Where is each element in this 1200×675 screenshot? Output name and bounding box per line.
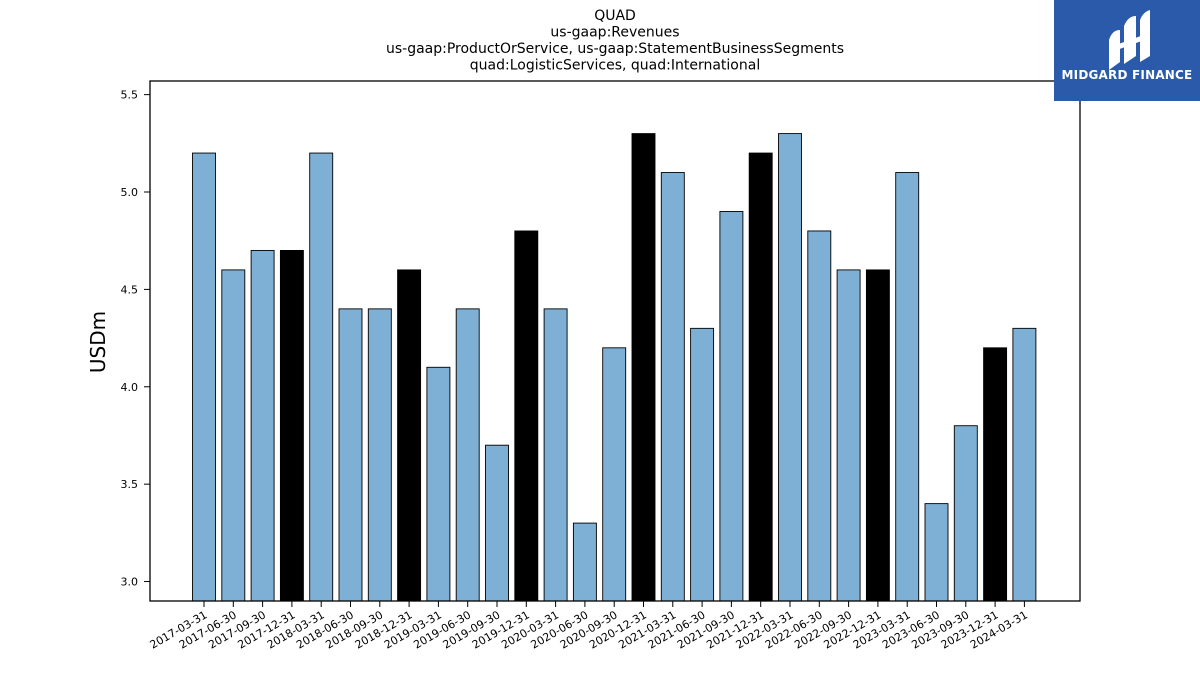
bar [836, 269, 861, 602]
bar [895, 172, 920, 602]
bar [192, 152, 216, 602]
bar [279, 249, 304, 602]
y-tick-label: 4.0 [121, 381, 139, 394]
bar [719, 211, 744, 602]
bar [426, 366, 451, 602]
bar [865, 269, 890, 602]
bar [367, 308, 392, 602]
y-tick-label: 5.5 [121, 89, 139, 102]
brand-logo: MIDGARD FINANCE [1054, 0, 1200, 101]
y-tick-label: 5.0 [121, 186, 139, 199]
bar [221, 269, 246, 602]
bar [572, 522, 597, 602]
brand-name: MIDGARD FINANCE [1061, 68, 1193, 82]
bars [192, 133, 1037, 602]
bar [778, 133, 802, 602]
plot-frame [149, 80, 1081, 602]
bar [397, 269, 422, 602]
bar [455, 308, 480, 602]
bar [748, 152, 773, 602]
bar [543, 308, 568, 602]
x-axis: 2017-03-312017-06-302017-09-302017-12-31… [148, 601, 1030, 652]
chart-title-line: us-gaap:Revenues [550, 25, 679, 41]
bar [338, 308, 363, 602]
chart-title-line: QUAD [594, 8, 636, 24]
chart-title-line: quad:LogisticServices, quad:Internationa… [470, 58, 760, 74]
bar [485, 444, 509, 602]
y-tick-label: 3.0 [121, 576, 139, 589]
y-tick-label: 4.5 [121, 283, 139, 296]
bar [953, 425, 978, 602]
bar [514, 230, 539, 602]
chart-title: QUADus-gaap:Revenuesus-gaap:ProductOrSer… [386, 8, 844, 74]
bar [309, 152, 334, 602]
y-axis-label: USDm [86, 311, 110, 373]
bar [807, 230, 832, 602]
bar [660, 172, 685, 602]
bar [924, 503, 949, 602]
y-tick-label: 3.5 [121, 478, 139, 491]
bar [631, 133, 656, 602]
bar [602, 347, 627, 602]
chart-title-line: us-gaap:ProductOrService, us-gaap:Statem… [386, 41, 844, 57]
y-axis: 3.0 3.5 4.0 4.5 5.0 5.5 [121, 89, 150, 589]
bar [690, 327, 715, 602]
bar [250, 249, 275, 602]
bar [1012, 327, 1037, 602]
midgard-logo-icon [1109, 10, 1150, 70]
bar [983, 347, 1008, 602]
